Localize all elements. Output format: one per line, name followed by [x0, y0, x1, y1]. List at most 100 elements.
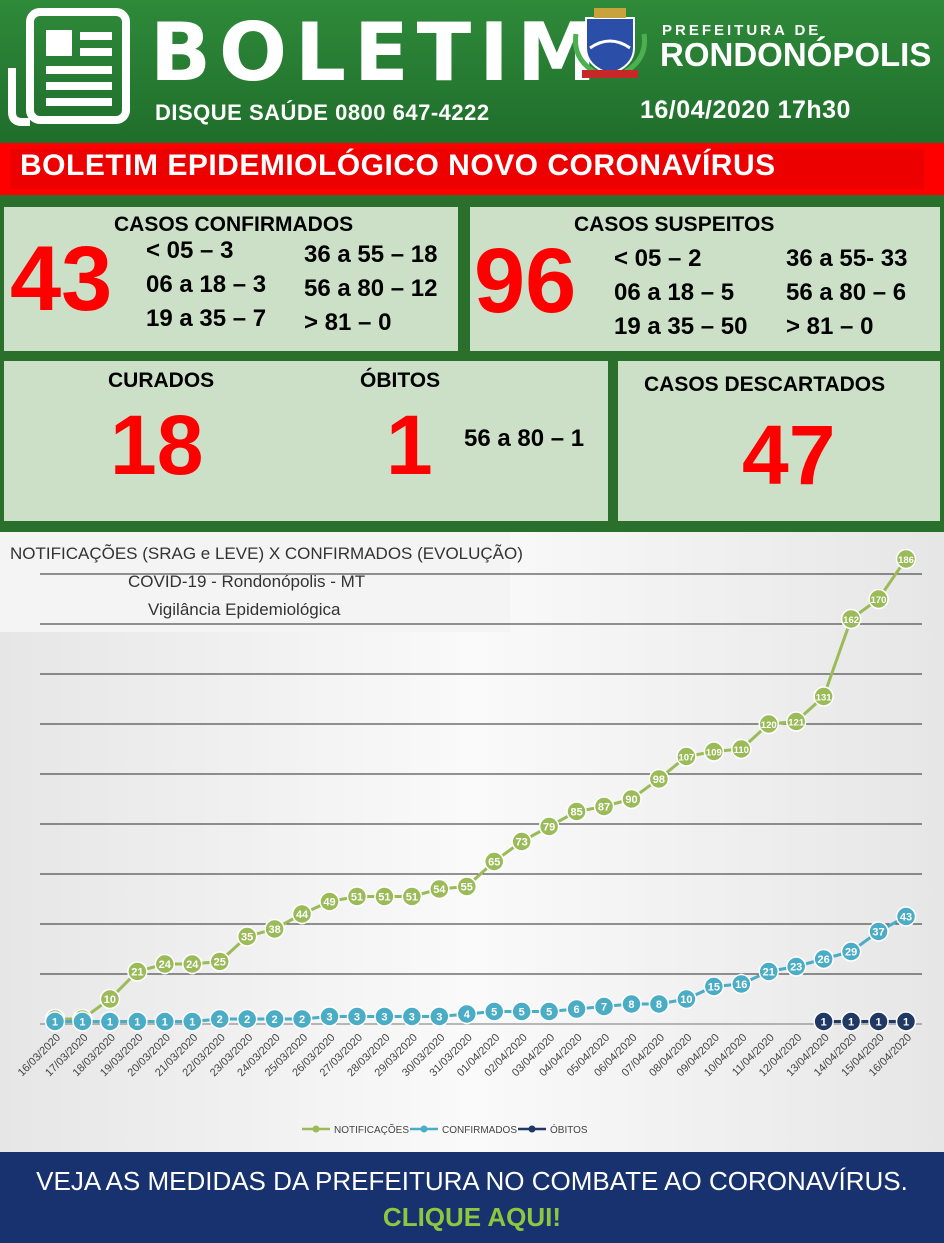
chart-title-box: NOTIFICAÇÕES (SRAG e LEVE) X CONFIRMADOS… — [0, 532, 523, 632]
data-point — [840, 1011, 862, 1032]
data-point — [99, 988, 121, 1010]
data-label: 1 — [189, 1017, 195, 1029]
stats-panels: CASOS CONFIRMADOS 43 < 05 – 3 06 a 18 – … — [0, 195, 944, 532]
data-label: 1 — [162, 1017, 168, 1029]
confirmados-age-3: 19 a 35 – 7 — [146, 305, 267, 332]
data-label: 98 — [653, 774, 665, 786]
data-label: 54 — [433, 884, 446, 896]
footer-banner[interactable]: VEJA AS MEDIDAS DA PREFEITURA NO COMBATE… — [0, 1152, 944, 1243]
legend-marker — [420, 1125, 428, 1133]
data-point — [538, 816, 560, 837]
city-crest-icon — [572, 8, 648, 78]
data-point — [566, 998, 587, 1020]
data-point — [868, 1011, 889, 1032]
data-label: 87 — [598, 802, 610, 814]
data-point — [648, 993, 670, 1015]
data-point — [209, 1008, 230, 1030]
suspeitos-age-3: 19 a 35 – 50 — [614, 313, 748, 340]
data-label: 2 — [299, 1014, 305, 1026]
data-point — [209, 951, 230, 972]
data-point — [182, 953, 203, 975]
legend-marker — [312, 1125, 320, 1133]
data-point — [483, 1001, 505, 1022]
disque-saude: DISQUE SAÚDE 0800 647-4222 — [155, 100, 490, 125]
data-label: 79 — [543, 822, 555, 834]
data-point — [703, 741, 725, 762]
data-point — [621, 993, 642, 1015]
data-label: 73 — [516, 837, 528, 849]
obitos-value: 1 — [386, 398, 433, 492]
data-point — [785, 711, 807, 732]
data-point — [154, 1011, 176, 1032]
confirmados-age-1: < 05 – 3 — [146, 237, 234, 264]
confirmados-value: 43 — [10, 228, 113, 330]
descartados-label: CASOS DESCARTADOS — [644, 373, 886, 396]
panel-descartados: CASOS DESCARTADOS 47 — [616, 359, 942, 523]
line-chart: 16/03/202017/03/202018/03/202019/03/2020… — [16, 548, 922, 1136]
obitos-detail: 56 a 80 – 1 — [464, 425, 585, 452]
data-label: 44 — [296, 909, 309, 921]
data-point — [401, 1006, 423, 1027]
data-point — [456, 876, 478, 897]
suspeitos-age-2: 06 a 18 – 5 — [614, 279, 735, 306]
data-label: 85 — [570, 807, 582, 819]
data-label: 6 — [574, 1004, 580, 1016]
data-label: 3 — [409, 1012, 415, 1024]
data-label: 4 — [464, 1009, 471, 1021]
data-label: 10 — [104, 994, 116, 1006]
data-label: 5 — [546, 1007, 552, 1019]
data-label: 51 — [406, 892, 418, 904]
data-point — [676, 988, 697, 1010]
data-point — [813, 686, 834, 707]
data-point — [840, 941, 862, 962]
series-line-0 — [55, 558, 908, 1021]
data-label: 3 — [326, 1012, 332, 1024]
data-label: 162 — [843, 615, 859, 626]
data-label: 15 — [708, 982, 720, 994]
suspeitos-value: 96 — [474, 230, 577, 332]
legend-label: CONFIRMADOS — [442, 1125, 517, 1136]
legend-label: ÓBITOS — [550, 1123, 588, 1136]
chart-subtitle-2: Vigilância Epidemiológica — [148, 600, 341, 619]
confirmados-age-5: 56 a 80 – 12 — [304, 275, 438, 302]
data-point — [291, 903, 313, 925]
data-point — [72, 1011, 93, 1032]
data-label: 24 — [186, 959, 199, 971]
data-point — [236, 1008, 258, 1030]
data-point — [648, 768, 670, 790]
suspeitos-label: CASOS SUSPEITOS — [574, 213, 775, 236]
click-here-link[interactable]: CLIQUE AQUI! — [382, 1202, 562, 1232]
obitos-label: ÓBITOS — [360, 369, 441, 392]
suspeitos-age-5: 56 a 80 – 6 — [786, 279, 907, 306]
data-point — [758, 713, 779, 735]
confirmados-age-4: 36 a 55 – 18 — [304, 241, 438, 268]
data-point — [758, 961, 779, 982]
data-point — [182, 1011, 203, 1032]
chart-area: NOTIFICAÇÕES (SRAG e LEVE) X CONFIRMADOS… — [0, 532, 944, 1152]
descartados-value: 47 — [742, 408, 836, 502]
data-label: 35 — [241, 932, 253, 944]
data-label: 1 — [821, 1017, 827, 1029]
data-label: 1 — [107, 1017, 113, 1029]
prefeitura-name: RONDONÓPOLIS — [660, 36, 932, 73]
data-point — [840, 608, 862, 630]
legend-marker — [528, 1125, 536, 1133]
data-point — [731, 973, 752, 995]
data-label: 131 — [816, 693, 833, 704]
panel-curados-obitos: CURADOS 18 ÓBITOS 1 56 a 80 – 1 — [2, 359, 610, 523]
data-label: 25 — [214, 957, 226, 969]
data-label: 5 — [491, 1007, 497, 1019]
data-label: 16 — [735, 979, 747, 991]
curados-label: CURADOS — [108, 369, 215, 392]
data-point — [264, 1008, 285, 1030]
data-label: 3 — [354, 1012, 360, 1024]
data-label: 37 — [872, 927, 884, 939]
data-label: 51 — [378, 892, 390, 904]
prefeitura-label: PREFEITURA DE — [662, 22, 822, 39]
data-label: 21 — [763, 967, 775, 979]
data-label: 2 — [272, 1014, 278, 1026]
banner: BOLETIM EPIDEMIOLÓGICO NOVO CORONAVÍRUS — [0, 143, 944, 195]
data-point — [785, 956, 807, 977]
data-label: 26 — [818, 954, 830, 966]
data-point — [99, 1011, 121, 1032]
